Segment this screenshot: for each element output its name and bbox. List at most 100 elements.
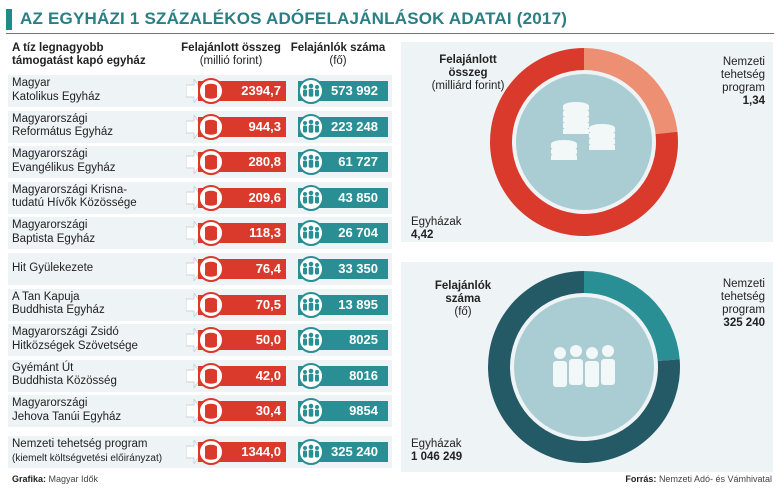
row-name-line1: Magyarországi	[12, 112, 88, 125]
coins-icon	[198, 256, 224, 282]
row-amount-box: 30,4	[198, 398, 286, 425]
people-icon	[298, 256, 324, 282]
row-count-value: 223 248	[331, 118, 378, 134]
row-church-name: Gyémánt Út Buddhista Közösség	[12, 362, 182, 389]
row-amount-value: 2394,7	[241, 83, 281, 98]
table-row: Magyar Katolikus Egyház 2394,7 573 992	[8, 75, 400, 107]
row-amount-value: 70,5	[255, 296, 281, 312]
people-icon	[298, 291, 324, 318]
row-name-line2: Hitközségek Szövetsége	[12, 339, 138, 352]
count-slice-program-line2: tehetség	[720, 291, 765, 303]
row-amount-box: 76,4	[198, 256, 286, 282]
coins-icon	[198, 362, 224, 389]
row-amount-box: 280,8	[198, 149, 286, 176]
amount-slice-churches-name: Egyházak	[411, 216, 462, 228]
row-count-value: 8025	[349, 332, 378, 348]
row-count-value: 33 350	[338, 261, 378, 276]
row-name-line1: Magyarországi Krisna-	[12, 183, 128, 196]
donut-center	[514, 297, 654, 437]
row-name-line1: Magyarországi	[12, 219, 88, 232]
row-count-value: 13 895	[338, 296, 378, 312]
row-amount-value: 280,8	[248, 154, 281, 170]
amount-slice-program-line1: Nemzeti	[722, 56, 765, 68]
footer-graphic-value: Magyar Idők	[48, 474, 99, 484]
people-icon	[298, 149, 324, 176]
row-name-line2: Jehova Tanúi Egyház	[12, 410, 122, 423]
count-panel: Felajánlók száma (fő) Egyházak 1 046 249…	[401, 262, 773, 472]
people-icon	[298, 439, 324, 465]
row-count-value: 61 727	[338, 154, 378, 170]
row-amount-box: 50,0	[198, 327, 286, 354]
table-row: Magyarországi Krisna-tudatú Hívők Közöss…	[8, 181, 400, 214]
count-slice-program-line1: Nemzeti	[722, 278, 765, 290]
footer-graphic-label: Grafika:	[12, 474, 47, 484]
amount-slice-churches-value: 4,42	[411, 229, 434, 241]
header-amount-line2: (millió forint)	[199, 55, 263, 67]
row-name-line1: Magyarországi Zsidó	[12, 326, 119, 339]
row-name-line1: Gyémánt Út	[12, 361, 74, 374]
row-amount-value: 118,3	[249, 225, 281, 241]
amount-panel-title: Felajánlott összeg (milliárd forint)	[413, 54, 523, 93]
coins-icon	[198, 327, 224, 354]
row-count-value: 9854	[349, 403, 378, 419]
header-count: Felajánlók száma (fő)	[286, 42, 390, 68]
people-icon	[298, 220, 324, 247]
row-church-name: Magyarországi Krisna-tudatú Hívők Közöss…	[12, 184, 182, 211]
row-church-name: Magyar Katolikus Egyház	[12, 77, 182, 104]
row-count-value: 325 240	[331, 444, 378, 459]
amount-title-line3: (milliárd forint)	[431, 80, 505, 92]
coins-icon	[198, 149, 224, 176]
row-name-line1: Magyarországi	[12, 397, 88, 410]
header-amount-line1: Felajánlott összeg	[181, 42, 281, 54]
amount-slice-label-program: Nemzeti tehetség program 1,34	[701, 56, 765, 108]
row-count-box: 223 248	[298, 113, 388, 140]
count-title-line2: száma	[445, 293, 481, 305]
row-church-name: A Tan Kapuja Buddhista Egyház	[12, 291, 182, 318]
header-count-line2: (fő)	[329, 55, 347, 67]
header-name: A tíz legnagyobb támogatást kapó egyház	[12, 42, 146, 68]
table-row: Hit Gyülekezete 76,4 33 350	[8, 253, 400, 285]
row-amount-value: 76,4	[255, 261, 281, 276]
row-church-name: Magyarországi Zsidó Hitközségek Szövetség…	[12, 326, 182, 353]
row-amount-box: 118,3	[198, 220, 286, 247]
donut-slice-program	[584, 271, 680, 362]
row-church-name: Magyarországi Jehova Tanúi Egyház	[12, 397, 182, 424]
row-amount-box: 42,0	[198, 362, 286, 389]
row-church-name: Magyarországi Baptista Egyház	[12, 219, 182, 246]
row-name-line2: Baptista Egyház	[12, 232, 96, 245]
row-name-line2: Katolikus Egyház	[12, 90, 101, 103]
coins-icon	[198, 113, 224, 140]
row-amount-box: 209,6	[198, 184, 286, 211]
row-name-line2: tudatú Hívők Közössége	[12, 197, 137, 210]
row-name-line1: Nemzeti tehetség program	[12, 438, 148, 450]
row-name-line2: Buddhista Egyház	[12, 304, 105, 317]
people-icon	[298, 78, 324, 104]
row-church-name: Hit Gyülekezete	[12, 262, 182, 276]
count-slice-program-value: 325 240	[723, 317, 765, 329]
church-table: Magyar Katolikus Egyház 2394,7 573 992 Magya…	[8, 75, 400, 468]
count-slice-churches-name: Egyházak	[411, 438, 462, 450]
row-name-line1: Hit Gyülekezete	[12, 262, 94, 274]
row-name-line2: Református Egyház	[12, 126, 113, 139]
row-count-box: 325 240	[298, 439, 388, 465]
table-row: A Tan Kapuja Buddhista Egyház 70,5 13 895	[8, 288, 400, 321]
page-title: AZ EGYHÁZI 1 SZÁZALÉKOS ADÓFELAJÁNLÁSOK …	[20, 9, 568, 28]
amount-donut-chart	[489, 48, 678, 236]
count-slice-label-program: Nemzeti tehetség program 325 240	[701, 278, 765, 330]
row-count-box: 9854	[298, 398, 388, 425]
header-amount: Felajánlott összeg (millió forint)	[176, 42, 286, 68]
row-church-name: Nemzeti tehetség program (kiemelt költség…	[12, 438, 198, 465]
row-church-name: Magyarországi Evangélikus Egyház	[12, 148, 182, 175]
count-panel-title: Felajánlók száma (fő)	[413, 280, 513, 319]
count-slice-program-line3: program	[722, 304, 765, 316]
amount-title-line1: Felajánlott	[439, 54, 497, 66]
row-count-value: 43 850	[338, 189, 378, 205]
row-amount-box: 944,3	[198, 113, 286, 140]
table-row: Gyémánt Út Buddhista Közösség 42,0 8016	[8, 359, 400, 392]
row-amount-value: 50,0	[255, 332, 281, 348]
row-church-name: Magyarországi Református Egyház	[12, 113, 182, 140]
coins-icon	[198, 439, 224, 465]
count-slice-label-churches: Egyházak 1 046 249	[411, 438, 462, 464]
row-name-line1: Magyarországi	[12, 148, 88, 161]
row-amount-value: 30,4	[255, 403, 281, 419]
